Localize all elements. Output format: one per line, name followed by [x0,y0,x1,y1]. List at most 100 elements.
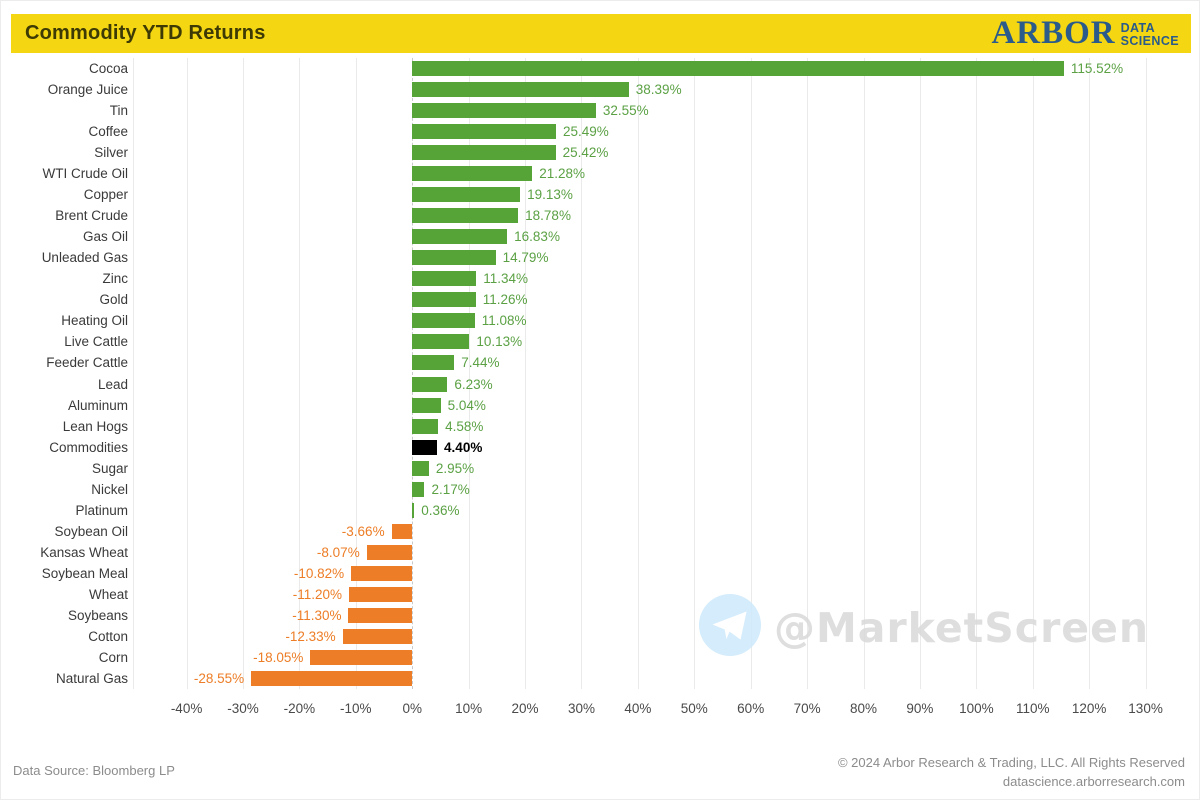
bar-cotton[interactable] [342,628,413,644]
bar-coffee[interactable] [412,124,556,140]
bar-natural-gas[interactable] [251,670,413,686]
arbor-data-science-logo: ARBOR DATA SCIENCE [991,17,1191,50]
bar-row: Gold 11.26% [1,289,1200,310]
value-label: -8.07% [316,544,360,560]
bar-row: Cotton -12.33% [1,626,1200,647]
category-label: Gas Oil [82,229,128,245]
bar-corn[interactable] [310,649,413,665]
bar-row: Platinum 0.36% [1,500,1200,521]
category-label: Kansas Wheat [40,544,128,560]
bar-unleaded-gas[interactable] [412,250,496,266]
category-label: Brent Crude [55,208,128,224]
category-label: WTI Crude Oil [42,166,128,182]
bar-row: Lead 6.23% [1,374,1200,395]
bar-row: Heating Oil 11.08% [1,310,1200,331]
gridline [1089,58,1091,689]
bar-heating-oil[interactable] [412,313,475,329]
bar-cocoa[interactable] [412,61,1064,77]
bar-sugar[interactable] [412,460,429,476]
value-label: 21.28% [539,166,586,182]
gridline [355,58,357,689]
logo-sub-line1: DATA [1120,21,1156,35]
bar-feeder-cattle[interactable] [412,355,455,371]
bar-row: Unleaded Gas 14.79% [1,247,1200,268]
bar-platinum[interactable] [412,502,415,518]
bar-orange-juice[interactable] [412,82,629,98]
bar-row: Sugar 2.95% [1,458,1200,479]
logo-brand-text: ARBOR [991,15,1116,51]
bar-kansas-wheat[interactable] [366,544,413,560]
category-label: Cotton [88,628,128,644]
value-label: 38.39% [635,82,682,98]
value-label: 4.40% [444,439,483,455]
bar-copper[interactable] [412,187,521,203]
category-label: Corn [98,649,128,665]
bar-aluminum[interactable] [412,397,441,413]
value-label: -12.33% [285,628,336,644]
x-tick-label: 100% [959,701,994,716]
bar-soybeans[interactable] [348,607,413,623]
bar-row: WTI Crude Oil 21.28% [1,163,1200,184]
value-label: -28.55% [193,670,245,686]
category-label: Natural Gas [55,670,128,686]
x-tick-label: -10% [340,701,372,716]
bar-row: Live Cattle 10.13% [1,331,1200,352]
bar-row: Orange Juice 38.39% [1,79,1200,100]
bar-lead[interactable] [412,376,448,392]
category-label: Tin [109,103,128,119]
bar-row: Feeder Cattle 7.44% [1,352,1200,373]
category-label: Live Cattle [64,334,128,350]
value-label: 6.23% [454,376,493,392]
value-label: 5.04% [447,397,486,413]
value-label: 32.55% [602,103,649,119]
bar-row: Soybeans -11.30% [1,605,1200,626]
bar-gas-oil[interactable] [412,229,508,245]
category-label: Lean Hogs [62,418,128,434]
bar-soybean-meal[interactable] [351,565,413,581]
bar-lean-hogs[interactable] [412,418,439,434]
bar-tin[interactable] [412,103,596,119]
bar-wti-crude-oil[interactable] [412,166,533,182]
x-tick-label: 20% [511,701,539,716]
bar-row: Wheat -11.20% [1,584,1200,605]
category-label: Nickel [91,481,128,497]
page-title: Commodity YTD Returns [25,22,266,44]
plot-area [133,58,1189,689]
gridline [637,58,639,689]
category-label: Platinum [75,502,128,518]
category-label: Wheat [88,586,128,602]
bar-soybean-oil[interactable] [391,523,413,539]
bar-gold[interactable] [412,292,476,308]
bar-nickel[interactable] [412,481,425,497]
value-label: 14.79% [502,250,549,266]
website-text: datascience.arborresearch.com [1002,774,1185,789]
x-tick-label: 120% [1071,701,1107,716]
category-label: Soybean Meal [41,565,128,581]
value-label: 18.78% [525,208,571,224]
bar-wheat[interactable] [349,586,413,602]
bar-zinc[interactable] [412,271,477,287]
value-label: 7.44% [461,355,500,371]
gridline [807,58,809,689]
value-label: 19.13% [527,187,573,203]
x-tick-label: 130% [1128,701,1163,716]
bar-row: Gas Oil 16.83% [1,226,1200,247]
copyright-text: © 2024 Arbor Research & Trading, LLC. Al… [837,755,1185,770]
x-tick-label: 60% [737,701,765,716]
value-label: 10.13% [476,334,523,350]
bar-silver[interactable] [412,145,556,161]
x-tick-label: 40% [624,701,652,716]
bar-row: Commodities 4.40% [1,437,1200,458]
category-label: Heating Oil [61,313,128,329]
bar-commodities[interactable] [412,439,438,455]
bar-row: Brent Crude 18.78% [1,205,1200,226]
bar-live-cattle[interactable] [412,334,470,350]
data-source-note: Data Source: Bloomberg LP [13,763,175,778]
category-label: Aluminum [67,397,128,413]
bar-brent-crude[interactable] [412,208,519,224]
value-label: 25.49% [563,124,609,140]
category-label: Cocoa [88,61,128,77]
bar-row: Aluminum 5.04% [1,395,1200,416]
bar-row: Cocoa 115.52% [1,58,1200,79]
